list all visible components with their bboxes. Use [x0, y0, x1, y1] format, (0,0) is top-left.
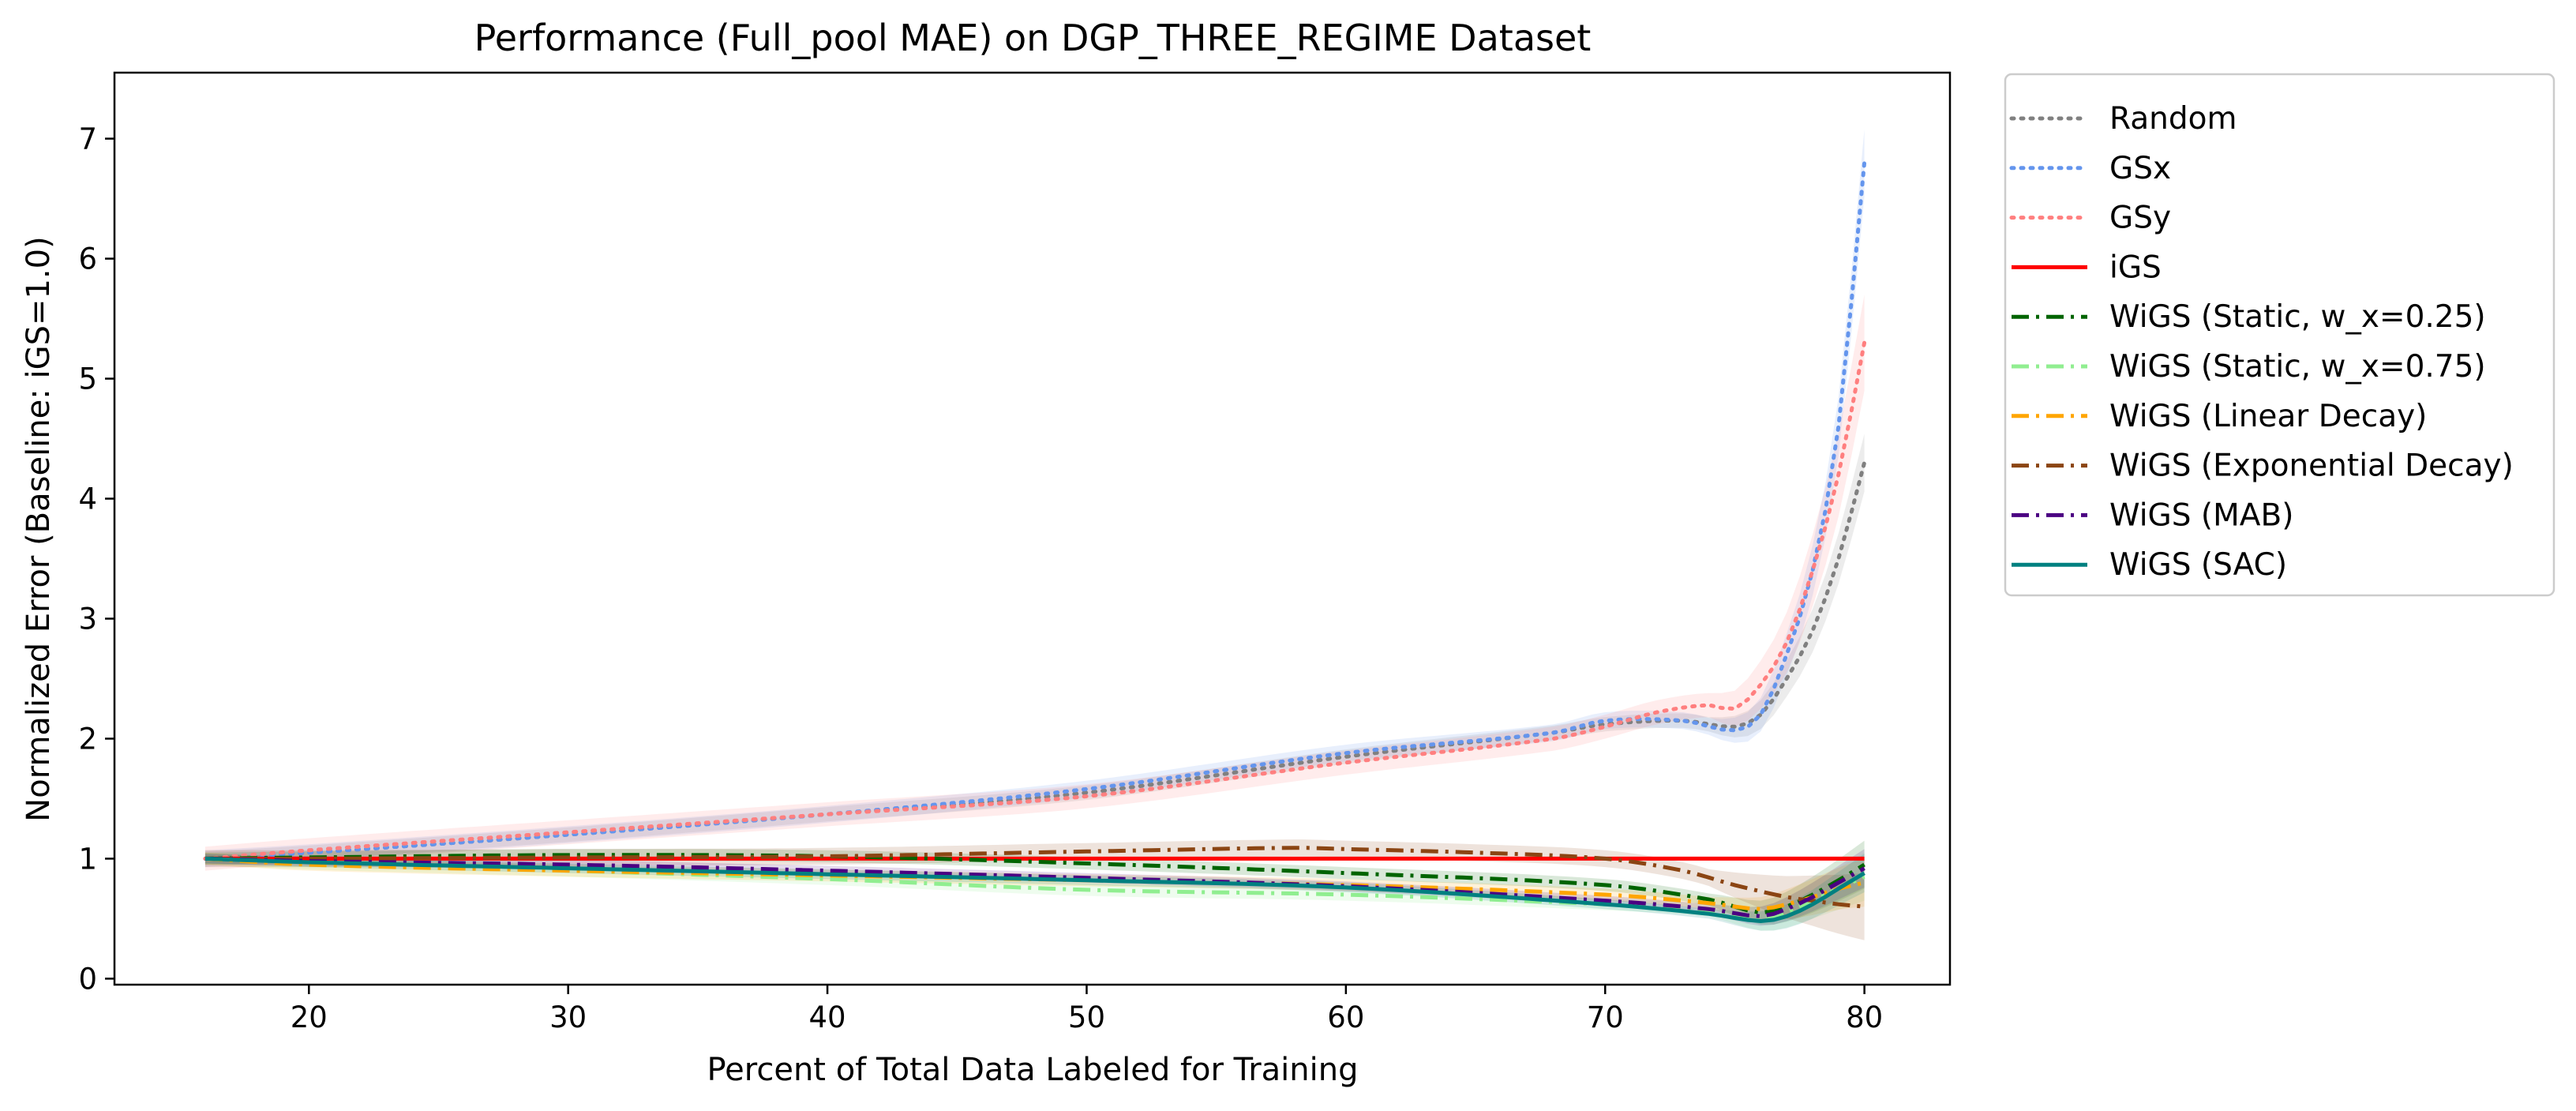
band-7 — [204, 839, 1865, 940]
legend-label: iGS — [2109, 250, 2162, 285]
legend-label: WiGS (Linear Decay) — [2109, 399, 2427, 434]
y-axis: 0 1 2 3 4 5 6 7 — [78, 122, 114, 996]
legend-label: WiGS (Static, w_x=0.75) — [2109, 349, 2486, 385]
legend-label: GSy — [2109, 201, 2171, 236]
legend-label: WiGS (SAC) — [2109, 547, 2287, 583]
plot-frame — [113, 71, 1952, 986]
y-tick-label: 7 — [78, 122, 97, 156]
band-1 — [204, 129, 1865, 868]
band-2 — [204, 295, 1865, 871]
legend: Random GSx GSy iGS WiGS (Static, w_x=0.25) Wi… — [2004, 73, 2555, 597]
y-tick-label: 3 — [78, 602, 97, 636]
confidence-bands — [204, 129, 1865, 940]
y-tick-label: 2 — [78, 722, 97, 756]
y-tick-label: 0 — [78, 962, 97, 996]
y-tick-label: 4 — [78, 482, 97, 516]
series-line-2 — [203, 340, 1867, 861]
legend-label: WiGS (Static, w_x=0.25) — [2109, 299, 2486, 335]
y-tick-label: 1 — [78, 842, 97, 876]
series-line-1 — [203, 160, 1867, 861]
x-tick-label: 30 — [549, 1000, 587, 1034]
x-tick-label: 80 — [1846, 1000, 1883, 1034]
legend-label: GSx — [2109, 151, 2171, 186]
x-tick-label: 60 — [1327, 1000, 1364, 1034]
legend-box — [2004, 73, 2555, 597]
x-tick-label: 70 — [1587, 1000, 1624, 1034]
x-tick-label: 50 — [1068, 1000, 1105, 1034]
x-tick-label: 20 — [291, 1000, 328, 1034]
y-axis-label: Normalized Error (Baseline: iGS=1.0) — [21, 236, 57, 821]
band-9 — [204, 854, 1865, 931]
x-axis: 20 30 40 50 60 70 80 — [291, 985, 1883, 1034]
legend-label: WiGS (MAB) — [2109, 497, 2293, 533]
y-tick-label: 6 — [78, 242, 97, 276]
series-line-9 — [204, 856, 1865, 924]
x-axis-label: Percent of Total Data Labeled for Traini… — [707, 1052, 1358, 1088]
chart-title: Performance (Full_pool MAE) on DGP_THREE… — [474, 17, 1592, 59]
series-lines — [203, 160, 1867, 924]
band-5 — [204, 852, 1865, 931]
legend-label: Random — [2109, 101, 2237, 137]
x-tick-label: 40 — [809, 1000, 846, 1034]
legend-label: WiGS (Exponential Decay) — [2109, 449, 2514, 484]
y-tick-label: 5 — [78, 362, 97, 396]
